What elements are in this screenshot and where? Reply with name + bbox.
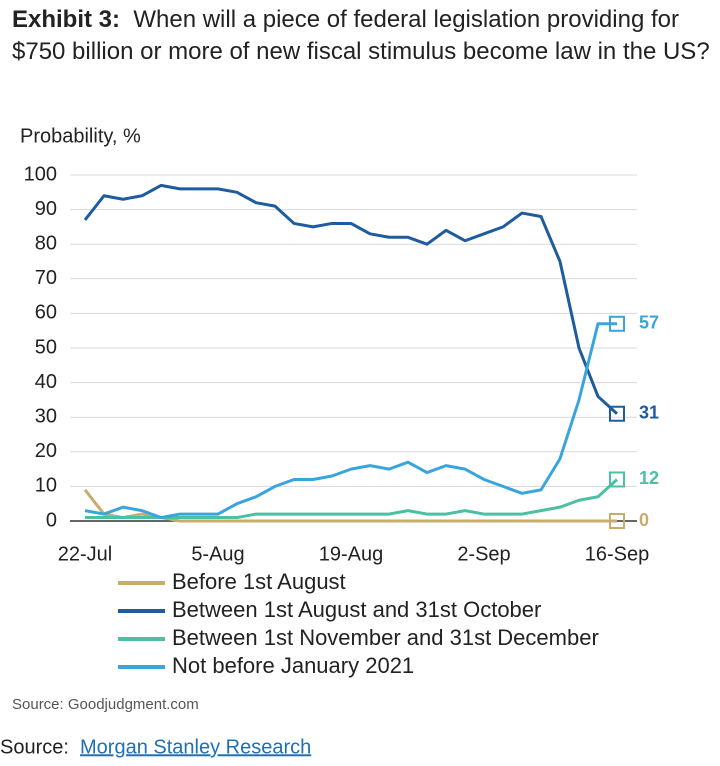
y-tick-label: 60 [35,302,57,324]
legend-label: Not before January 2021 [172,653,414,678]
end-marker [609,513,625,529]
source: Source: Goodjudgment.com [12,696,199,713]
end-label: 31 [639,402,659,422]
y-axis-label: Probability, % [20,125,141,147]
series-line [85,478,619,520]
y-tick-label: 50 [35,336,57,358]
series-line [83,488,617,523]
x-tick-label: 2-Sep [457,543,510,565]
y-tick-label: 40 [35,371,57,393]
title-label: Exhibit 3: [12,6,121,33]
legend-label: Before 1st August [172,569,346,594]
x-tick-label: 22-Jul [58,543,112,565]
title-text: When will a piece of federal legislation… [12,6,710,65]
x-tick-label: 5-Aug [191,543,244,565]
y-tick-label: 30 [35,405,57,427]
end-marker [609,405,625,422]
end-marker [609,471,625,488]
legend-label: Between 1st August and 31st October [172,597,541,622]
y-tick-label: 0 [46,509,57,531]
y-tick-label: 80 [35,232,57,254]
end-label: 57 [639,313,659,333]
x-tick-label: 19-Aug [319,543,384,565]
series-line [84,322,617,520]
source-prefix: Source: [0,736,69,758]
y-tick-label: 100 [24,163,57,185]
chart-title: Exhibit 3: When will a piece of federal … [12,4,712,68]
y-tick-label: 20 [35,440,57,462]
end-label: 0 [639,510,649,530]
y-tick-label: 90 [35,198,57,220]
y-tick-label: 70 [35,267,57,289]
end-label: 12 [639,468,659,488]
series-line [83,183,619,415]
y-tick-label: 10 [35,475,57,497]
x-tick-label: 16-Sep [585,543,650,565]
legend-label: Between 1st November and 31st December [172,625,599,650]
source-link[interactable]: Morgan Stanley Research [80,736,311,758]
end-marker [609,315,625,332]
